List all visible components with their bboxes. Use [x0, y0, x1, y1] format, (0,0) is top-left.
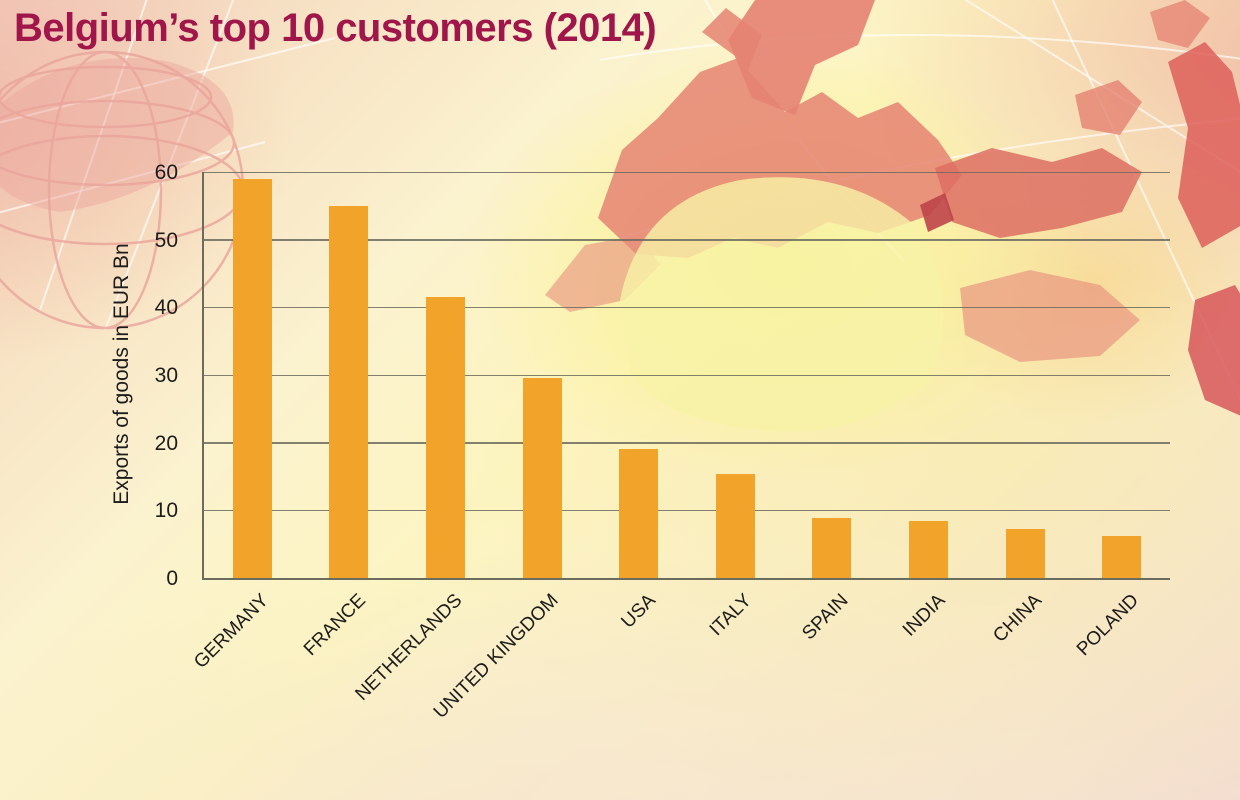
gridline-60 — [204, 171, 1170, 173]
bar-netherlands — [426, 297, 465, 578]
x-axis-label: INDIA — [898, 590, 950, 641]
x-axis-label: POLAND — [1072, 590, 1143, 661]
y-axis-tick-label: 60 — [154, 160, 178, 184]
y-axis-tick-label: 10 — [154, 499, 178, 523]
bar-poland — [1102, 536, 1142, 578]
x-axis-label: GERMANY — [190, 590, 274, 673]
y-axis: 0 10 20 30 40 50 60 — [0, 161, 178, 590]
gridline-20 — [204, 442, 1170, 444]
x-axis-label: ITALY — [705, 590, 757, 641]
x-axis: GERMANY FRANCE NETHERLANDS UNITED KINGDOM US… — [190, 582, 1170, 792]
x-axis-label: CHINA — [989, 590, 1046, 647]
gridline-30 — [204, 374, 1170, 376]
y-axis-tick-label: 30 — [154, 363, 178, 387]
gridline-50 — [204, 239, 1170, 241]
y-axis-tick-label: 40 — [154, 296, 178, 320]
bar-spain — [812, 518, 852, 578]
page-title: Belgium’s top 10 customers (2014) — [14, 6, 657, 50]
x-axis-label: FRANCE — [299, 590, 370, 661]
y-axis-tick-label: 20 — [154, 431, 178, 455]
bar-france — [329, 205, 369, 578]
bar-united-kingdom — [522, 378, 562, 578]
x-axis-label: USA — [617, 590, 660, 633]
bar-germany — [232, 178, 272, 578]
plot-area — [202, 171, 1170, 580]
y-axis-tick-label: 0 — [166, 566, 178, 590]
gridline-10 — [204, 509, 1170, 512]
bar-italy — [715, 473, 755, 578]
x-axis-label: SPAIN — [798, 590, 853, 645]
y-axis-tick-label: 50 — [154, 228, 178, 252]
bar-china — [1005, 528, 1045, 578]
bar-india — [909, 521, 948, 578]
gridline-40 — [204, 306, 1170, 309]
bar-usa — [619, 449, 659, 578]
